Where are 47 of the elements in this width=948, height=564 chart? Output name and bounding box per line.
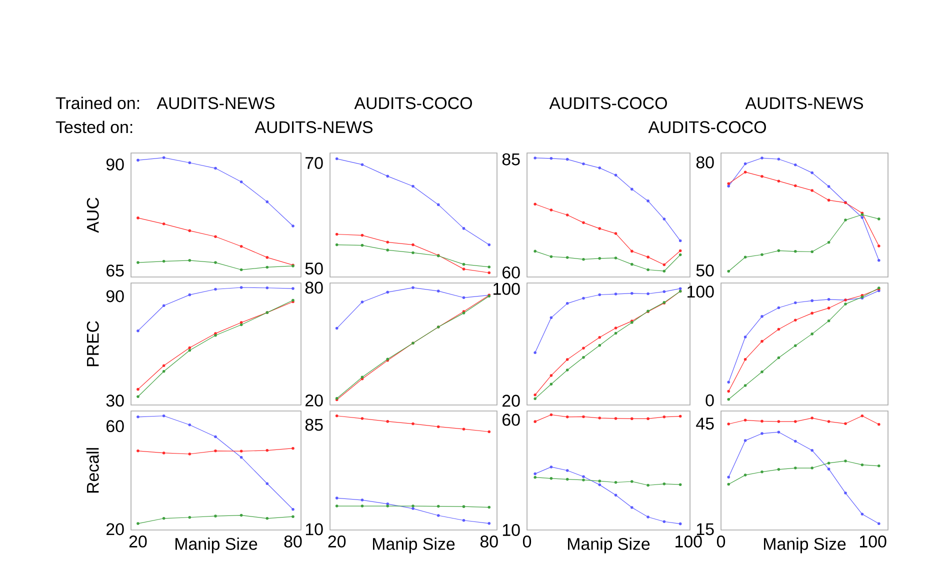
y-tick-label: 20 [306, 394, 323, 406]
y-tick-label: 65 [106, 264, 124, 277]
x-tick-label: 0 [522, 535, 532, 548]
x-axis-title: Manip Size [764, 538, 846, 554]
chart-title: AUDITS-NEWS [156, 97, 275, 110]
y-axis-title: PREC [86, 321, 99, 366]
y-tick-label: 50 [305, 262, 323, 275]
y-tick-label: 10 [502, 524, 520, 536]
y-tick-label: 85 [502, 153, 520, 166]
x-axis-title: Manip Size [176, 538, 258, 554]
y-tick-label: 70 [306, 157, 323, 170]
y-tick-label: 15 [696, 523, 714, 536]
x-tick-label: 20 [328, 535, 346, 548]
y-tick-label: 20 [502, 394, 520, 407]
x-tick-label: 100 [676, 535, 702, 548]
chart-title: AUDITS-NEWS [745, 97, 863, 110]
y-tick-label: 30 [106, 394, 124, 407]
text: Trained on: [56, 96, 139, 110]
y-axis-title: Recall [86, 448, 99, 493]
y-tick-label: 50 [696, 264, 714, 276]
y-tick-label: 90 [106, 290, 124, 302]
y-axis-title: AUC [86, 198, 99, 233]
chart-subtitle: AUDITS-NEWS [254, 121, 373, 134]
x-axis-title: Manip Size [568, 538, 650, 554]
text: Tested on: [56, 120, 132, 134]
chart-title: AUDITS-COCO [549, 97, 667, 110]
y-tick-label: 60 [502, 414, 520, 426]
x-tick-label: 80 [284, 535, 302, 548]
x-tick-label: 80 [480, 535, 498, 548]
y-tick-label: 100 [494, 282, 520, 295]
x-axis-title: Manip Size [373, 538, 455, 554]
y-tick-label: 60 [502, 266, 520, 278]
y-tick-label: 100 [688, 286, 714, 298]
y-tick-label: 10 [306, 523, 323, 536]
x-tick-label: 20 [129, 535, 147, 548]
y-tick-label: 0 [706, 394, 714, 406]
y-tick-label: 90 [106, 158, 124, 170]
y-tick-label: 45 [696, 418, 714, 430]
x-tick-label: 0 [716, 535, 726, 548]
chart-title: AUDITS-COCO [354, 97, 472, 110]
y-tick-label: 85 [305, 418, 323, 431]
y-tick-label: 80 [696, 156, 714, 168]
x-tick-label: 100 [860, 535, 886, 548]
chart-subtitle: AUDITS-COCO [648, 121, 766, 134]
y-tick-label: 80 [305, 282, 323, 294]
y-tick-label: 60 [106, 420, 124, 432]
y-tick-label: 20 [106, 523, 124, 536]
